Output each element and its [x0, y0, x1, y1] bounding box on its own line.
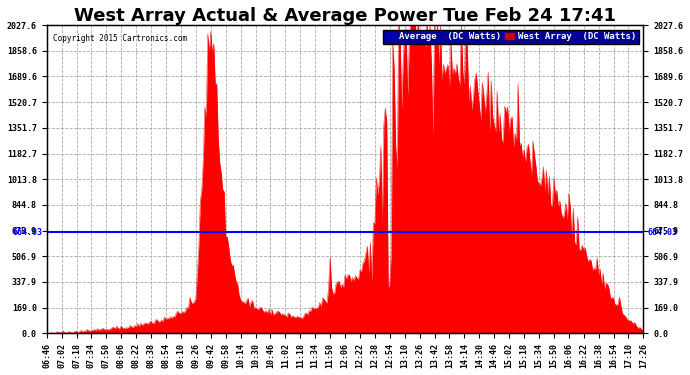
- Text: 664.03: 664.03: [647, 228, 678, 237]
- Title: West Array Actual & Average Power Tue Feb 24 17:41: West Array Actual & Average Power Tue Fe…: [74, 7, 616, 25]
- Legend: Average  (DC Watts), West Array  (DC Watts): Average (DC Watts), West Array (DC Watts…: [383, 30, 639, 44]
- Text: 664.03: 664.03: [12, 228, 43, 237]
- Text: Copyright 2015 Cartronics.com: Copyright 2015 Cartronics.com: [52, 34, 187, 44]
